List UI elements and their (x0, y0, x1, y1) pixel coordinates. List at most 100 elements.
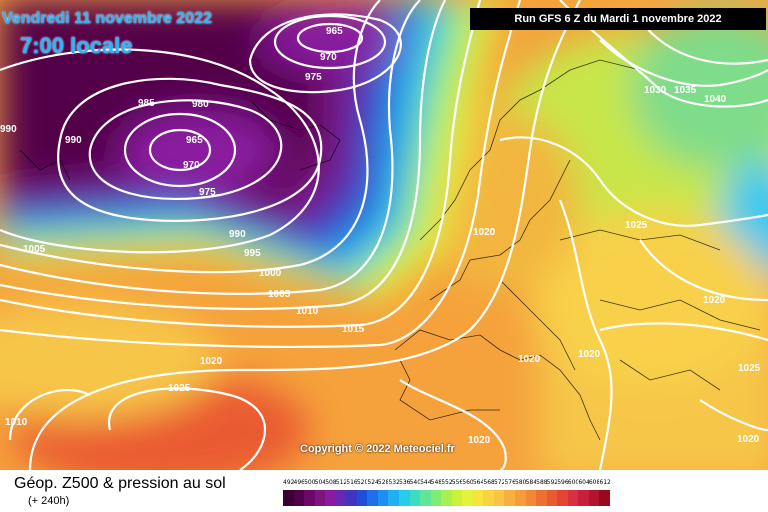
scale-swatch (567, 490, 579, 506)
scale-swatch (483, 490, 494, 506)
scale-cell: 564 (472, 478, 485, 506)
scale-cell: 520 (356, 478, 369, 506)
weather-map: 965 970 975 985 980 990 965 970 975 1005… (0, 0, 768, 470)
isobar-label: 1025 (738, 363, 761, 374)
legend-title: Géop. Z500 & pression au sol (14, 475, 226, 492)
isobar-label: 1020 (200, 356, 223, 367)
scale-swatch (504, 490, 516, 506)
isobar-label: 1020 (473, 227, 496, 238)
color-scale: 492 496 500 504 508 512 516 520 524 528 532 536 540 5… (283, 478, 611, 506)
legend-subtitle: (+ 240h) (28, 495, 70, 507)
isobar-label: 990 (229, 229, 246, 240)
scale-cell: 504 (314, 478, 327, 506)
scale-swatch (304, 490, 315, 506)
isobar-label: 990 (0, 124, 17, 135)
map-svg: 965 970 975 985 980 990 965 970 975 1005… (0, 0, 768, 470)
scale-value: 564 (472, 478, 485, 488)
scale-cell: 556 (451, 478, 464, 506)
scale-value: 524 (367, 478, 379, 488)
isobar-label: 970 (320, 52, 337, 63)
isobar-label: 1040 (704, 94, 727, 105)
scale-swatch (525, 490, 537, 506)
isobar-label: 1020 (737, 434, 760, 445)
isobar-label: 995 (244, 248, 261, 259)
scale-cell: 492 (283, 478, 294, 506)
scale-swatch (546, 490, 558, 506)
scale-swatch (346, 490, 357, 506)
scale-cell: 512 (335, 478, 347, 506)
isobar-label: 1020 (578, 349, 601, 360)
scale-cell: 576 (504, 478, 516, 506)
forecast-time: 7:00 locale (20, 33, 133, 58)
isobar-labels: 965 970 975 985 980 990 965 970 975 1005… (0, 26, 761, 446)
scale-cell: 592 (546, 478, 559, 506)
isobar-label: 1010 (5, 417, 28, 428)
scale-value: 492 (283, 478, 295, 488)
scale-cell: 516 (346, 478, 358, 506)
scale-cell: 604 (578, 478, 590, 506)
scale-swatch (420, 490, 431, 506)
scale-swatch (367, 490, 378, 506)
scale-cell: 540 (409, 478, 421, 506)
scale-swatch (283, 490, 294, 506)
isobar-label: 965 (186, 135, 203, 146)
scale-cell: 596 (557, 478, 569, 506)
isobar-label: 1005 (23, 244, 46, 255)
scale-value: 580 (515, 478, 527, 488)
scale-value: 504 (314, 478, 327, 488)
scale-swatch (356, 490, 368, 506)
scale-value: 528 (377, 478, 390, 488)
scale-value: 544 (420, 478, 432, 488)
isobar-label: 1020 (518, 354, 541, 365)
scale-value: 584 (525, 478, 538, 488)
scale-value: 516 (346, 478, 358, 488)
scale-swatch (462, 490, 473, 506)
scale-cell: 548 (430, 478, 442, 506)
isobar-label: 1005 (268, 289, 291, 300)
run-banner: Run GFS 6 Z du Mardi 1 novembre 2022 (470, 8, 766, 30)
isobar-label: 1030 (644, 85, 667, 96)
copyright: Copyright © 2022 Meteociel.fr (300, 443, 455, 455)
isobar-label: 975 (199, 187, 216, 198)
isobar-label: 1020 (703, 295, 726, 306)
isobar-label: 1015 (342, 324, 365, 335)
scale-value: 496 (293, 478, 305, 488)
isobar-label: 975 (305, 72, 322, 83)
isobar-label: 985 (138, 98, 155, 109)
scale-value: 520 (356, 478, 369, 488)
scale-cell: 552 (441, 478, 453, 506)
scale-swatch (441, 490, 452, 506)
scale-cell: 608 (588, 478, 601, 506)
isobar-label: 1020 (468, 435, 491, 446)
isobar-label: 970 (183, 160, 200, 171)
scale-value: 612 (599, 478, 611, 488)
isobar-label: 1000 (259, 268, 282, 279)
scale-swatch (314, 490, 326, 506)
scale-swatch (515, 490, 526, 506)
isobar-label: 1035 (674, 85, 697, 96)
scale-value: 560 (462, 478, 474, 488)
scale-cell: 584 (525, 478, 538, 506)
scale-cell: 612 (599, 478, 611, 506)
scale-swatch (399, 490, 410, 506)
scale-value: 608 (588, 478, 601, 488)
isobar-label: 980 (192, 99, 209, 110)
scale-swatch (536, 490, 547, 506)
scale-value: 556 (451, 478, 464, 488)
scale-swatch (388, 490, 400, 506)
isobar-label: 1025 (625, 220, 648, 231)
forecast-date: Vendredi 11 novembre 2022 (2, 10, 212, 27)
scale-cell: 524 (367, 478, 379, 506)
isobar-label: 1010 (296, 306, 319, 317)
scale-value: 588 (536, 478, 548, 488)
scale-swatch (430, 490, 442, 506)
scale-cell: 580 (515, 478, 526, 506)
scale-value: 508 (325, 478, 337, 488)
coastlines (19, 59, 761, 441)
scale-value: 572 (493, 478, 506, 488)
scale-value: 568 (483, 478, 495, 488)
scale-swatch (472, 490, 484, 506)
scale-swatch (578, 490, 589, 506)
scale-cell: 508 (325, 478, 337, 506)
scale-value: 592 (546, 478, 559, 488)
